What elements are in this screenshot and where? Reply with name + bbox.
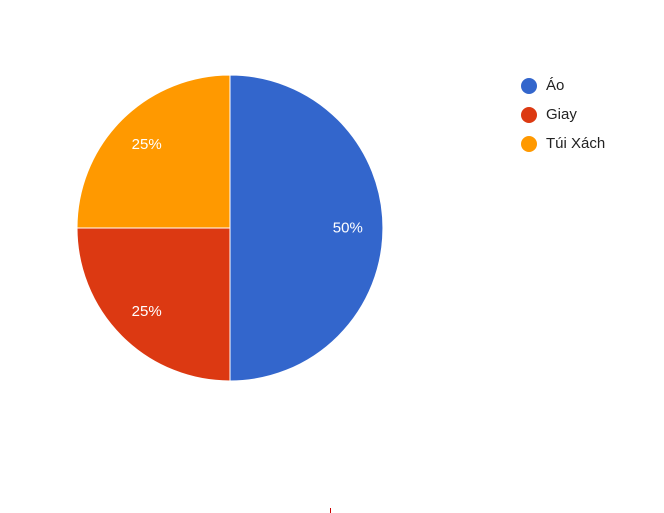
tick-mark xyxy=(330,508,331,513)
legend-label-ao: Áo xyxy=(546,77,565,94)
slice-label-giay: 25% xyxy=(132,303,162,320)
legend-label-tui-xach: Túi Xách xyxy=(546,135,606,152)
pie-slices xyxy=(76,74,384,382)
legend-item-giay[interactable]: Giay xyxy=(521,100,605,129)
legend-item-tui-xach[interactable]: Túi Xách xyxy=(521,129,605,158)
legend-swatch-giay xyxy=(521,106,537,123)
legend-swatch-ao xyxy=(521,77,537,94)
chart-legend: Áo Giay Túi Xách xyxy=(521,71,605,158)
pie-slice-tui-xach[interactable] xyxy=(76,74,231,229)
legend-item-ao[interactable]: Áo xyxy=(521,71,605,100)
legend-label-giay: Giay xyxy=(546,106,577,123)
pie-slice-ao[interactable] xyxy=(229,74,384,382)
legend-swatch-tui-xach xyxy=(521,135,537,152)
pie-slice-giay[interactable] xyxy=(76,227,231,382)
slice-label-ao: 50% xyxy=(333,220,363,237)
slice-label-tui-xach: 25% xyxy=(132,136,162,153)
pie-slice-labels: 50% 25% 25% xyxy=(132,136,363,320)
